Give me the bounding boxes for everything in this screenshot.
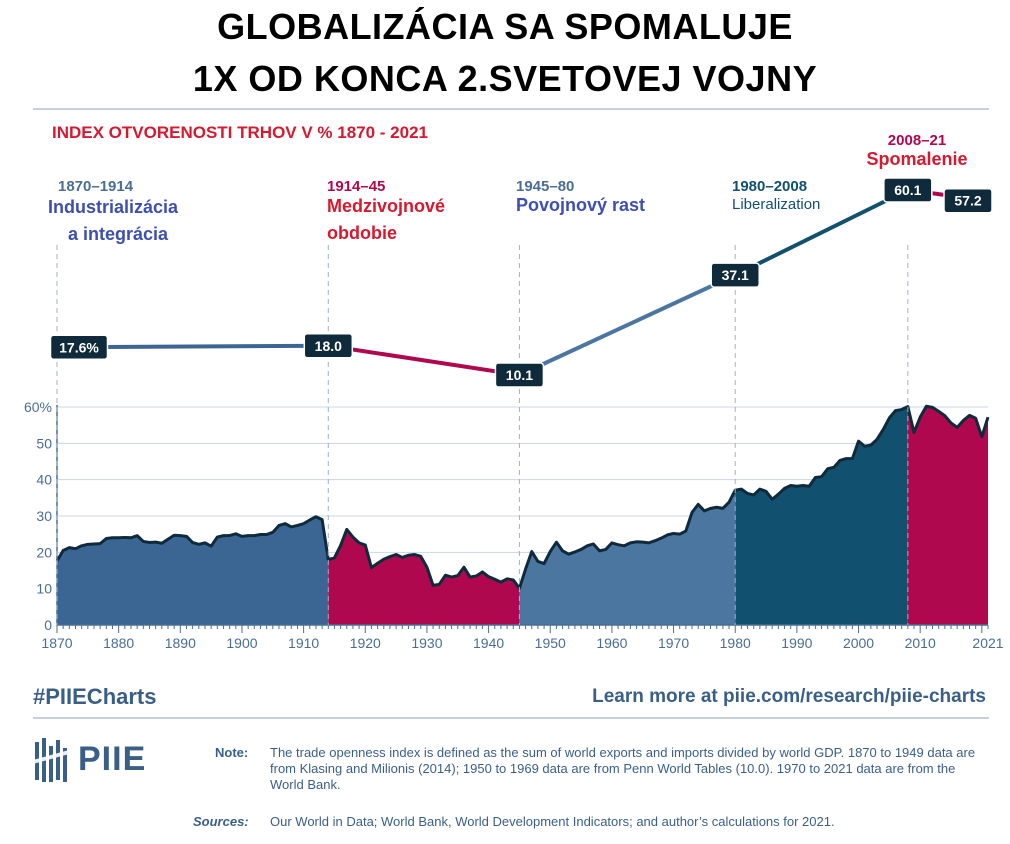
y-tick-label: 10 [36, 581, 52, 597]
x-tick-label: 1880 [103, 635, 134, 651]
x-tick-label: 1980 [720, 635, 751, 651]
period-range-label: 1870–1914 [58, 178, 134, 195]
period-name-label: Spomalenie [866, 149, 967, 169]
page-title-line-2: 1X OD KONCA 2.SVETOVEJ VOJNY [192, 58, 818, 99]
value-badge: 37.1 [722, 267, 749, 283]
period-name-label-2: a integrácia [68, 224, 169, 244]
sources-label: Sources: [193, 814, 249, 829]
area-segment [328, 529, 520, 625]
value-badge-bg [303, 333, 354, 359]
x-tick-label: 1950 [535, 635, 566, 651]
x-tick-label: 1930 [411, 635, 442, 651]
x-tick-label: 1940 [473, 635, 504, 651]
value-badge-bg [943, 187, 993, 214]
value-badge-bg [710, 262, 760, 288]
sources-text: Our World in Data; World Bank, World Dev… [270, 814, 835, 829]
value-badge: 60.1 [894, 182, 921, 198]
period-name-label-2: obdobie [327, 223, 397, 243]
area-segment [735, 406, 908, 625]
value-badge-bg [883, 177, 933, 203]
period-name-label: Medzivojnové [327, 196, 445, 216]
note-text: The trade openness index is defined as t… [270, 745, 976, 792]
y-tick-label: 0 [44, 617, 52, 633]
x-tick-label: 1900 [226, 635, 257, 651]
y-tick-label: 40 [36, 472, 52, 488]
x-tick-label: 1970 [658, 635, 689, 651]
value-badge: 17.6% [59, 339, 99, 355]
piie-logo-text: PIIE [78, 740, 147, 778]
overview-segment [517, 273, 738, 377]
page-title-line-1: GLOBALIZÁCIA SA SPOMALUJE [217, 6, 793, 47]
data-line [55, 404, 990, 590]
y-tick-label: 30 [36, 508, 52, 524]
x-tick-label: 1920 [350, 635, 381, 651]
value-badge: 57.2 [954, 193, 981, 209]
period-range-label: 2008–21 [888, 132, 946, 149]
hashtag: #PIIECharts [33, 684, 157, 709]
x-tick-label: 2000 [843, 635, 874, 651]
value-badge: 10.1 [506, 367, 533, 383]
x-tick-label: 2021 [972, 635, 1003, 651]
x-tick-label: 1990 [781, 635, 812, 651]
overview-segment [326, 343, 522, 377]
x-tick-label: 1870 [41, 635, 72, 651]
x-tick-label: 1960 [596, 635, 627, 651]
chart-title: INDEX OTVORENOSTI TRHOV V % 1870 - 2021 [52, 123, 428, 142]
overview-segment [733, 188, 910, 278]
period-name-label: Liberalization [732, 196, 820, 213]
area-segment [57, 516, 329, 625]
period-name-label: Industrializácia [48, 197, 179, 217]
learn-more-link[interactable]: Learn more at piie.com/research/piie-cha… [592, 686, 986, 707]
x-tick-label: 2010 [905, 635, 936, 651]
value-badge: 18.0 [315, 338, 342, 354]
note-label: Note: [215, 745, 249, 760]
value-badge-bg [494, 362, 545, 388]
y-tick-label: 20 [36, 544, 52, 560]
period-name-label: Povojnový rast [516, 195, 645, 215]
period-range-label: 1980–2008 [732, 178, 807, 195]
area-segment [519, 490, 736, 625]
value-badge-bg [49, 334, 109, 360]
y-tick-label: 50 [36, 435, 52, 451]
y-tick-label: 60% [24, 399, 52, 415]
area-segment [907, 406, 988, 625]
piie-logo-icon [33, 738, 69, 782]
period-range-label: 1945–80 [516, 178, 574, 195]
period-range-label: 1914–45 [327, 178, 385, 195]
x-tick-label: 1890 [165, 635, 196, 651]
x-tick-label: 1910 [288, 635, 319, 651]
